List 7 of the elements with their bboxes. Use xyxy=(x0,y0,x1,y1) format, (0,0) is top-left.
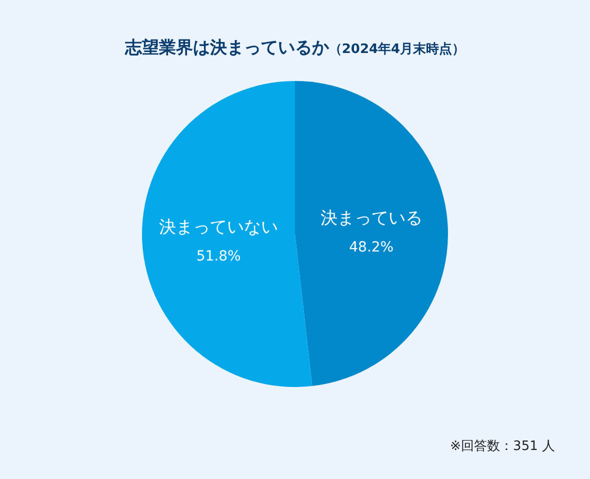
data-label: 48.2% xyxy=(349,240,394,256)
chart-title: 志望業界は決まっているか xyxy=(124,38,330,58)
text: ※回答数：351 人 xyxy=(450,439,555,454)
data-label: 51.8% xyxy=(196,248,241,264)
chart-subtitle: （2024年4月末時点） xyxy=(328,41,466,57)
slice-label: 決まっていない xyxy=(159,217,278,238)
slice-label: 決まっている xyxy=(320,208,422,229)
